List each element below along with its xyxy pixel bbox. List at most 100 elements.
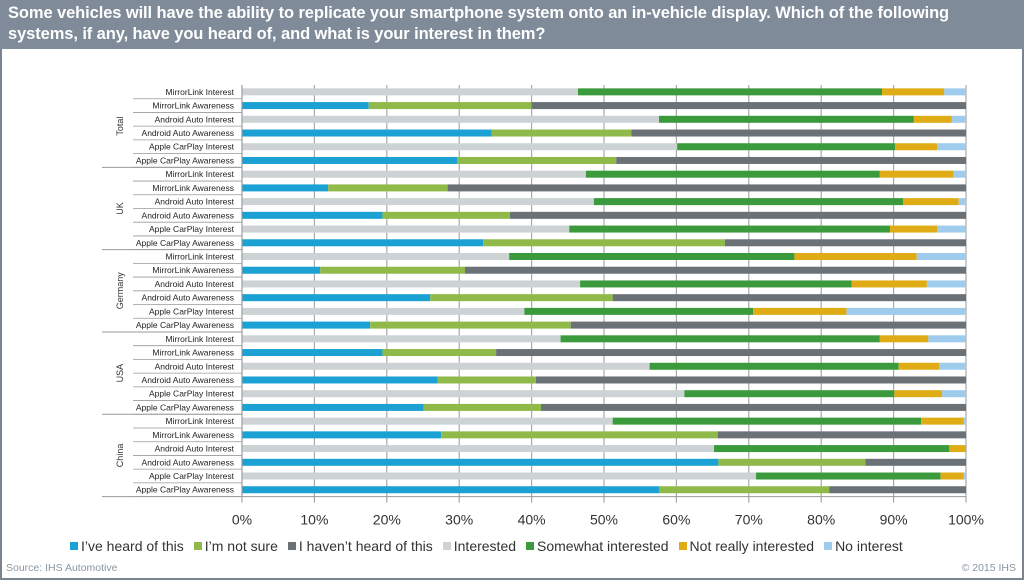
- bar-segment: [570, 321, 966, 329]
- category-label: Android Auto Awareness: [142, 293, 234, 303]
- bar-segment: [659, 115, 914, 123]
- bar-segment: [944, 88, 966, 96]
- bar-segment: [724, 239, 966, 247]
- copyright: © 2015 IHS: [961, 562, 1016, 574]
- bar-segment: [951, 115, 966, 123]
- bar-segment: [524, 307, 754, 315]
- bar-segment: [423, 403, 542, 411]
- legend-swatch: [526, 542, 535, 550]
- bar-segment: [242, 390, 685, 398]
- bar-segment: [483, 239, 725, 247]
- bar-segment: [916, 253, 966, 260]
- x-tick-label: 0%: [232, 512, 252, 528]
- bar-segment: [894, 390, 943, 398]
- bar-segment: [509, 253, 795, 260]
- bar-segment: [593, 198, 904, 206]
- bar-segment: [242, 115, 660, 123]
- legend-swatch: [193, 542, 202, 550]
- bar-segment: [242, 294, 431, 302]
- bar-segment: [242, 102, 369, 110]
- bar-segment: [898, 362, 940, 370]
- bar-segment: [328, 184, 448, 192]
- bar-segment: [580, 280, 852, 288]
- legend-item: Somewhat interested: [526, 538, 669, 554]
- category-label: Android Auto Interest: [155, 279, 235, 289]
- legend-swatch: [70, 542, 78, 550]
- bar-segment: [612, 294, 966, 302]
- category-label: MirrorLink Interest: [166, 87, 235, 97]
- bar-segment: [242, 170, 586, 178]
- bar-segment: [242, 156, 458, 164]
- bar-segment: [242, 458, 719, 466]
- legend-swatch: [824, 542, 833, 550]
- bar-segment: [242, 403, 424, 411]
- bar-segment: [447, 184, 967, 192]
- category-label: Apple CarPlay Interest: [149, 471, 235, 481]
- legend-swatch: [678, 542, 687, 550]
- bar-segment: [242, 239, 484, 247]
- category-label: Android Auto Interest: [155, 197, 235, 207]
- bar-segment: [794, 253, 917, 260]
- category-label: Apple CarPlay Awareness: [136, 320, 234, 330]
- bar-segment: [242, 129, 492, 137]
- bar-segment: [531, 102, 966, 110]
- source-note: Source: IHS Automotive: [6, 562, 118, 574]
- bar-segment: [242, 198, 594, 206]
- bar-segment: [496, 349, 966, 357]
- category-label: Android Auto Awareness: [142, 128, 234, 138]
- bar-segment: [616, 156, 966, 164]
- bar-segment: [370, 321, 571, 329]
- category-label: Apple CarPlay Awareness: [136, 238, 234, 248]
- bar-segment: [937, 225, 966, 233]
- bar-segment: [569, 225, 890, 233]
- category-label: MirrorLink Awareness: [152, 430, 234, 440]
- bar-segment: [963, 417, 966, 425]
- bar-segment: [382, 211, 510, 219]
- bar-segment: [320, 266, 465, 274]
- legend-swatch: [287, 542, 296, 550]
- bar-segment: [889, 225, 938, 233]
- legend-label: Interested: [453, 538, 517, 554]
- bar-segment: [382, 349, 497, 357]
- bar-segment: [718, 458, 866, 466]
- bar-segment: [913, 115, 952, 123]
- category-label: Android Auto Interest: [155, 114, 235, 124]
- legend-item: No interest: [824, 538, 903, 554]
- legend-item: I’ve heard of this: [70, 538, 184, 554]
- bar-segment: [577, 88, 883, 96]
- bar-segment: [846, 307, 966, 315]
- category-label: MirrorLink Awareness: [152, 101, 234, 111]
- x-tick-label: 10%: [300, 512, 328, 528]
- x-tick-label: 90%: [880, 512, 908, 528]
- x-tick-label: 70%: [735, 512, 763, 528]
- bar-segment: [684, 390, 895, 398]
- bar-segment: [949, 445, 966, 453]
- category-label: Android Auto Interest: [155, 444, 235, 454]
- group-label: Germany: [115, 272, 125, 310]
- bar-segment: [753, 307, 847, 315]
- category-label: MirrorLink Interest: [166, 252, 235, 262]
- bar-segment: [677, 143, 896, 151]
- bar-segment: [879, 170, 954, 178]
- bar-segment: [242, 266, 321, 274]
- x-tick-label: 30%: [445, 512, 473, 528]
- bar-segment: [921, 417, 964, 425]
- bar-segment: [882, 88, 945, 96]
- bar-segment: [242, 321, 371, 329]
- group-label: China: [115, 444, 125, 468]
- bar-segment: [631, 129, 966, 137]
- bar-segment: [903, 198, 959, 206]
- bar-segment: [430, 294, 613, 302]
- bar-segment: [865, 458, 966, 466]
- bar-segment: [441, 431, 718, 439]
- category-label: Apple CarPlay Interest: [149, 306, 235, 316]
- legend-item: Interested: [442, 538, 517, 554]
- category-label: MirrorLink Awareness: [152, 348, 234, 358]
- legend-label: No interest: [835, 538, 903, 554]
- x-tick-label: 40%: [518, 512, 546, 528]
- x-tick-label: 60%: [662, 512, 690, 528]
- bar-segment: [242, 88, 578, 96]
- bar-segment: [937, 143, 966, 151]
- x-tick-label: 100%: [948, 512, 984, 528]
